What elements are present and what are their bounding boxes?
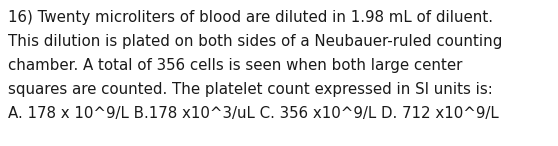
Text: squares are counted. The platelet count expressed in SI units is:: squares are counted. The platelet count … (8, 82, 493, 97)
Text: 16) Twenty microliters of blood are diluted in 1.98 mL of diluent.: 16) Twenty microliters of blood are dilu… (8, 10, 493, 25)
Text: This dilution is plated on both sides of a Neubauer-ruled counting: This dilution is plated on both sides of… (8, 34, 502, 49)
Text: A. 178 x 10^9/L B.178 x10^3/uL C. 356 x10^9/L D. 712 x10^9/L: A. 178 x 10^9/L B.178 x10^3/uL C. 356 x1… (8, 106, 499, 121)
Text: chamber. A total of 356 cells is seen when both large center: chamber. A total of 356 cells is seen wh… (8, 58, 463, 73)
